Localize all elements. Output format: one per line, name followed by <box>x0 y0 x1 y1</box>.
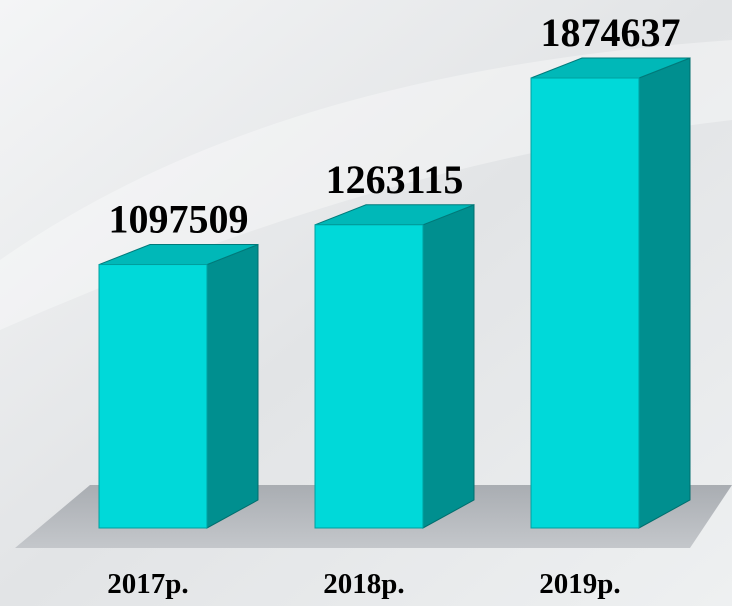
bar-3d <box>98 243 259 529</box>
bar-side <box>638 57 691 529</box>
x-tick-label: 2017р. <box>107 568 188 600</box>
bars <box>98 57 691 529</box>
bar <box>314 224 424 529</box>
bar-3d <box>314 204 475 529</box>
bar-3d <box>530 57 691 529</box>
bar-side <box>206 243 259 529</box>
bar-side <box>422 204 475 529</box>
value-label: 1097509 <box>109 197 249 242</box>
value-label: 1874637 <box>541 10 681 55</box>
bar <box>530 77 640 529</box>
x-tick-label: 2018р. <box>323 568 404 600</box>
bar <box>98 264 208 529</box>
x-tick-label: 2019р. <box>539 568 620 600</box>
value-label: 1263115 <box>326 157 464 202</box>
